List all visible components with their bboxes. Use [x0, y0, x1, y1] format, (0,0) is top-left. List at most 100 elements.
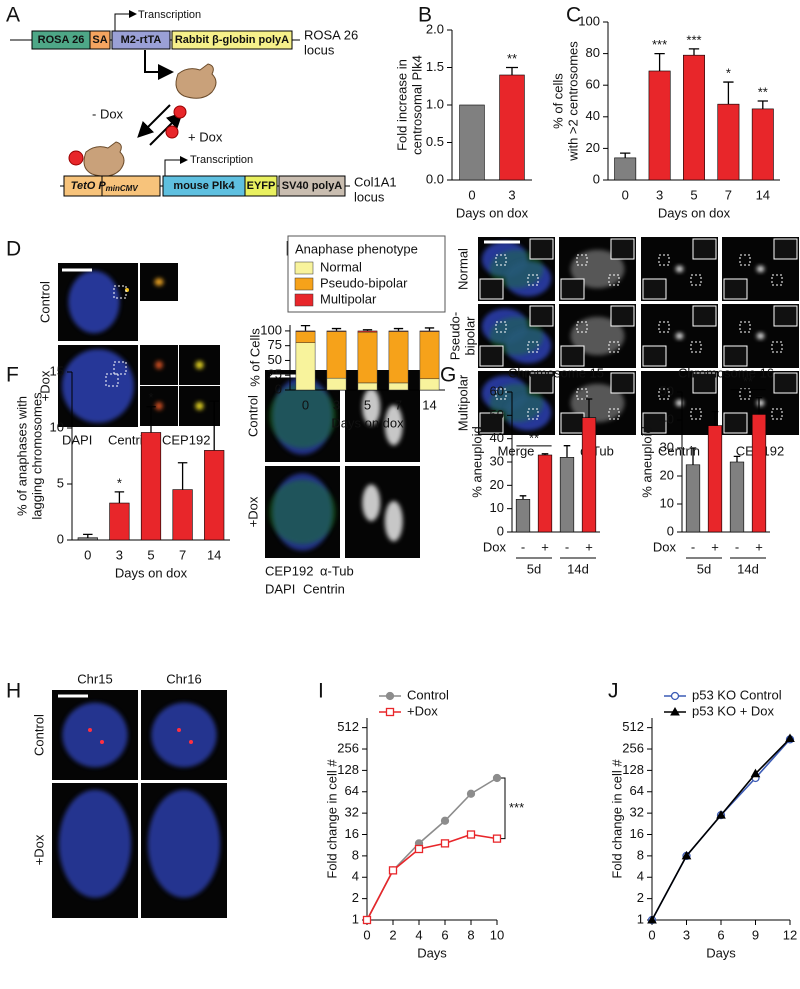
inset-box — [495, 388, 507, 400]
inset — [773, 238, 798, 260]
legend-swatch — [294, 277, 314, 291]
panel-letter: G — [440, 364, 456, 387]
bar — [683, 54, 705, 181]
marker — [716, 810, 726, 819]
error-bar — [114, 491, 125, 504]
y-tick-label: 10 — [50, 419, 64, 434]
arrow — [114, 10, 137, 31]
marker — [492, 773, 502, 783]
error-bar — [585, 398, 593, 418]
bar — [204, 450, 225, 541]
row-label: Control — [37, 281, 52, 323]
inset-box — [113, 361, 127, 375]
label: - Dox — [92, 106, 124, 121]
stain-label: DAPI — [265, 581, 295, 596]
dox — [165, 125, 179, 139]
protein — [83, 141, 125, 177]
inset-box — [771, 341, 783, 353]
significance: * — [117, 475, 122, 490]
cell — [147, 789, 221, 898]
error-bar — [506, 66, 518, 75]
marker — [385, 691, 395, 701]
x-tick-label: 6 — [717, 927, 724, 942]
x-tick-label: 14 — [422, 397, 436, 412]
inset — [723, 345, 748, 367]
marker — [414, 844, 424, 854]
x-tick-label: - — [735, 539, 739, 554]
y-tick-label: 0 — [593, 171, 600, 186]
y-tick-label: 40 — [490, 430, 504, 445]
error-bar — [620, 152, 631, 158]
inset-box — [608, 341, 620, 353]
bar-segment — [295, 331, 316, 343]
inset — [773, 305, 798, 327]
x-tick-label: 3 — [683, 927, 690, 942]
y-tick-label: 4 — [637, 869, 644, 884]
fish-spot — [100, 740, 104, 744]
label: + Dox — [188, 129, 223, 144]
x-tick-label: - — [565, 539, 569, 554]
y-tick-label: 10 — [490, 500, 504, 515]
cell — [756, 399, 765, 407]
y-tick-label: 50 — [490, 407, 504, 422]
error-bar — [688, 48, 700, 56]
significance: ** — [507, 51, 517, 66]
y-tick-label: 20 — [660, 467, 674, 482]
bar-segment — [419, 331, 440, 380]
marker — [466, 789, 476, 798]
y-tick-label: 2 — [352, 890, 359, 905]
inset-box — [658, 254, 670, 266]
bar — [729, 461, 745, 533]
legend-label: p53 KO + Dox — [692, 703, 775, 718]
inset-box — [527, 408, 539, 420]
inset-box — [113, 285, 127, 299]
inset — [610, 372, 635, 394]
y-tick-label: 512 — [337, 719, 359, 734]
locus-label: locus — [304, 42, 335, 57]
x-tick-label: 7 — [395, 397, 402, 412]
y-tick-label: 16 — [630, 826, 644, 841]
x-tick-label: - — [691, 539, 695, 554]
y-tick-label: 0 — [275, 381, 282, 396]
x-tick-label: 7 — [179, 547, 186, 562]
x-axis-label: Days on dox — [456, 205, 529, 220]
y-tick-label: 60 — [490, 383, 504, 398]
y-tick-label: 0 — [57, 531, 64, 546]
bar — [707, 425, 723, 533]
legend-label: Normal — [320, 259, 362, 274]
series-line — [366, 833, 498, 921]
bar — [537, 454, 553, 533]
y-tick-label: 2 — [637, 890, 644, 905]
error-bar — [733, 455, 741, 462]
panel-letter: C — [566, 4, 581, 27]
segment-label: mouse Plk4 — [173, 180, 235, 192]
marker — [681, 850, 692, 860]
cell — [195, 402, 204, 410]
panel-letter: F — [6, 364, 19, 387]
y-tick-label: 2.0 — [426, 21, 444, 36]
x-axis-label: Days on dox — [115, 565, 188, 580]
y-tick-label: 0.0 — [426, 171, 444, 186]
row-label: Pseudo- — [447, 312, 462, 360]
error-bar — [711, 410, 719, 426]
series-line — [651, 738, 791, 921]
marker — [670, 691, 680, 701]
label: Transcription — [138, 9, 201, 21]
x-tick-label: 5 — [364, 397, 371, 412]
error-bar — [519, 495, 527, 500]
bar — [751, 108, 774, 181]
y-tick-label: 1 — [352, 911, 359, 926]
cell — [68, 270, 120, 334]
marker — [388, 866, 398, 875]
significance: * — [148, 390, 153, 405]
y-tick-label: 20 — [586, 140, 600, 155]
bar-segment — [419, 330, 440, 332]
panel-letter: H — [6, 680, 21, 703]
significance: *** — [652, 37, 667, 52]
y-tick-label: 100 — [260, 322, 282, 337]
y-axis-label: % aneuploid — [469, 426, 484, 498]
bar-segment — [295, 330, 316, 332]
y-axis-label: centrosomal Plk4 — [409, 55, 424, 155]
stain-label: Centrin — [303, 581, 345, 596]
